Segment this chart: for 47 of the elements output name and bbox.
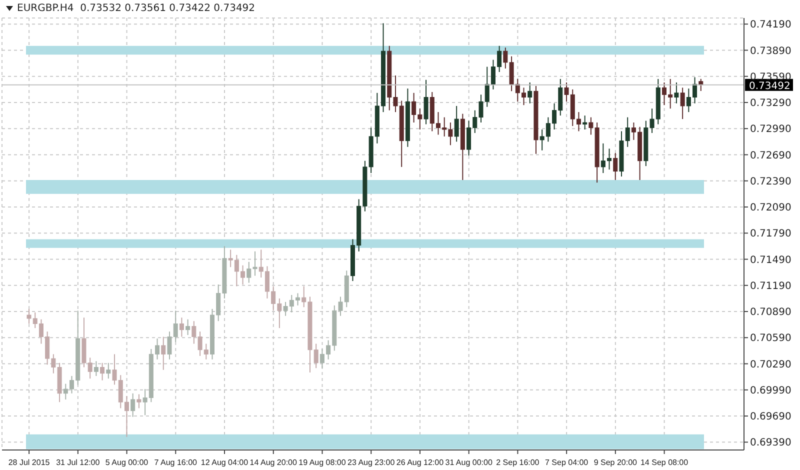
- candlestick: [582, 115, 588, 130]
- candlestick: [613, 152, 618, 180]
- y-tick-label: 0.74190: [750, 20, 792, 31]
- y-tick-label: 0.72690: [750, 150, 792, 162]
- x-tick-label: 7 Sep 04:00: [544, 458, 589, 467]
- x-tick-label: 26 Aug 12:00: [396, 458, 444, 467]
- candlestick: [161, 336, 166, 370]
- x-tick-label: 31 Jul 12:00: [56, 458, 100, 467]
- x-tick-label: 14 Aug 20:00: [250, 458, 298, 467]
- chart-title: EURGBP.H4 0.73532 0.73561 0.73422 0.73492: [17, 3, 256, 14]
- x-tick-label: 2 Sep 16:00: [496, 458, 540, 467]
- candlestick: [100, 362, 105, 381]
- candlestick: [454, 105, 459, 142]
- candlestick: [106, 362, 111, 380]
- candlestick: [136, 394, 142, 409]
- y-tick-label: 0.71190: [750, 280, 792, 292]
- y-tick-label: 0.72090: [750, 202, 792, 214]
- x-tick-label: 9 Sep 20:00: [594, 458, 638, 467]
- y-tick-label: 0.69690: [750, 412, 792, 423]
- y-tick-label: 0.70890: [750, 307, 792, 318]
- x-tick-label: 28 Jul 2015: [8, 458, 50, 467]
- x-tick-label: 23 Aug 23:00: [348, 458, 396, 467]
- candlestick: [680, 87, 685, 120]
- candlestick: [528, 82, 532, 104]
- x-tick-label: 19 Aug 08:00: [298, 458, 346, 467]
- x-tick-label: 12 Aug 04:00: [200, 458, 249, 467]
- x-tick-label: 5 Aug 00:00: [105, 458, 149, 467]
- y-tick-label: 0.69990: [750, 385, 792, 396]
- candlestick: [674, 82, 679, 104]
- candlestick: [186, 318, 190, 336]
- x-tick-label: 7 Aug 16:00: [154, 458, 198, 467]
- y-tick-label: 0.71790: [750, 228, 792, 240]
- x-tick-label: 31 Aug 00:00: [445, 458, 493, 467]
- ref-line-label: 0.73492: [749, 80, 790, 92]
- y-tick-label: 0.69390: [750, 438, 792, 449]
- y-tick-label: 0.73890: [750, 46, 792, 57]
- candlestick: [424, 79, 428, 125]
- candlestick: [130, 392, 136, 418]
- y-tick-label: 0.72390: [750, 176, 792, 188]
- candlestick: [179, 317, 184, 338]
- x-tick-label: 14 Sep 08:00: [640, 458, 689, 467]
- y-tick-label: 0.72990: [750, 124, 792, 136]
- y-tick-label: 0.70290: [750, 359, 792, 370]
- y-tick-label: 0.71490: [750, 254, 792, 266]
- candlestick: [94, 360, 98, 376]
- y-tick-label: 0.73290: [750, 98, 792, 110]
- y-tick-label: 0.70590: [750, 333, 792, 344]
